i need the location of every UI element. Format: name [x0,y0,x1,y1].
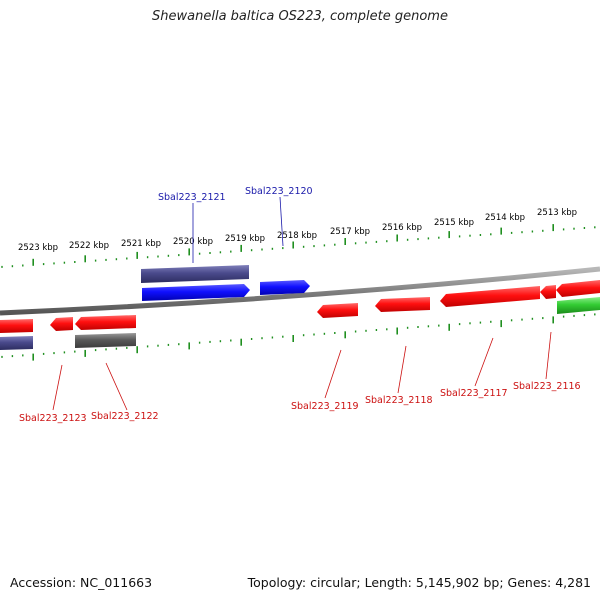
gene-label-sbal223-2118[interactable]: Sbal223_2118 [365,395,433,406]
scale-label: 2514 kbp [485,213,525,223]
genome-backbone [0,266,600,316]
rna-feature[interactable] [557,297,600,314]
label-leader-lines [52,196,552,411]
map-title: Shewanella baltica OS223, complete genom… [152,9,448,24]
scale-label: 2517 kbp [330,227,370,237]
scale-label: 2519 kbp [225,234,265,244]
gene-sbal223-2116-red[interactable] [540,280,600,299]
gene-label-sbal223-2122[interactable]: Sbal223_2122 [91,411,159,422]
gene-sbal223-2121[interactable] [142,284,250,301]
scale-label: 2523 kbp [18,243,58,253]
forward-track-feature[interactable] [141,265,249,283]
gene-sbal223-2122-red[interactable] [75,315,136,330]
gene-label-sbal223-2121[interactable]: Sbal223_2121 [158,192,226,203]
genome-summary-text: Topology: circular; Length: 5,145,902 bp… [247,575,591,590]
scale-ticks-inner [1,313,596,361]
gene-sbal223-2120[interactable] [260,280,310,295]
scale-label: 2515 kbp [434,218,474,228]
scale-labels: 2523 kbp 2522 kbp 2521 kbp 2520 kbp 2519… [18,208,577,253]
gene-label-sbal223-2119[interactable]: Sbal223_2119 [291,401,359,412]
scale-label: 2518 kbp [277,231,317,241]
accession-text: Accession: NC_011663 [10,575,153,590]
gene-left-partial[interactable] [0,319,33,333]
gene-labels: Sbal223_2121 Sbal223_2120 Sbal223_2123 S… [19,186,581,424]
gene-sbal223-2117[interactable] [440,286,540,307]
reverse-track-feature[interactable] [75,333,136,348]
gene-label-sbal223-2120[interactable]: Sbal223_2120 [245,186,313,197]
gene-label-sbal223-2117[interactable]: Sbal223_2117 [440,388,508,399]
scale-label: 2521 kbp [121,239,161,249]
scale-label: 2516 kbp [382,223,422,233]
gene-sbal223-2118[interactable] [375,297,430,312]
gene-label-sbal223-2116[interactable]: Sbal223_2116 [513,381,581,392]
scale-label: 2522 kbp [69,241,109,251]
gene-small-reverse[interactable] [50,317,73,331]
gene-sbal223-2119[interactable] [317,303,358,318]
gene-label-sbal223-2123[interactable]: Sbal223_2123 [19,413,87,424]
scale-label: 2513 kbp [537,208,577,218]
reverse-track-left-navy[interactable] [0,336,33,350]
scale-ticks-outer [1,224,596,268]
